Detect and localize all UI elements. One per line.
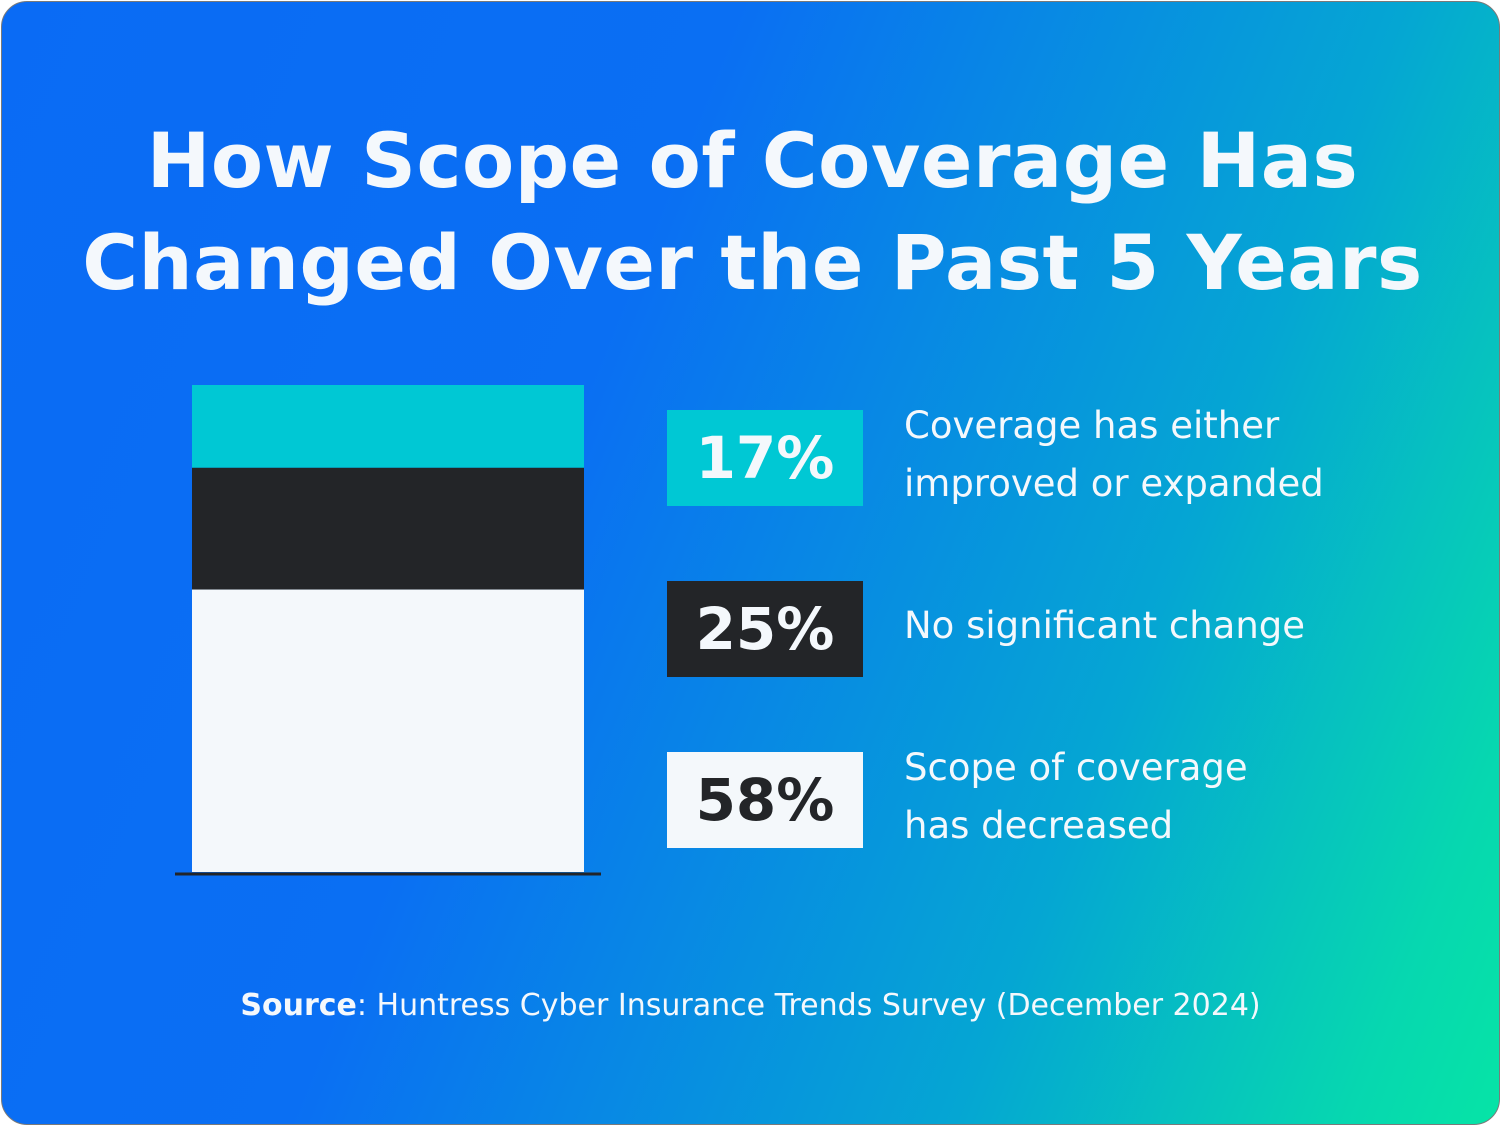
description-line: Coverage has either	[904, 404, 1280, 447]
title-line-1: How Scope of Coverage Has	[146, 116, 1359, 205]
chart-title: How Scope of Coverage Has Changed Over t…	[2, 110, 1499, 314]
segment-no-change	[192, 467, 584, 590]
segment-decreased	[192, 589, 584, 872]
source-text: : Huntress Cyber Insurance Trends Survey…	[356, 988, 1261, 1023]
description-line: Scope of coverage	[904, 746, 1248, 789]
title-line-2: Changed Over the Past 5 Years	[82, 218, 1423, 307]
segment-improved	[192, 385, 584, 468]
description-no-change: No significant change	[904, 597, 1305, 655]
description-improved: Coverage has either improved or expanded	[904, 397, 1324, 513]
description-line: has decreased	[904, 804, 1174, 847]
source-note: Source: Huntress Cyber Insurance Trends …	[0, 988, 1501, 1023]
value-label: 25%	[695, 595, 835, 663]
source-label: Source	[240, 988, 357, 1023]
value-box-no-change: 25%	[667, 581, 863, 677]
description-line: No significant change	[904, 604, 1306, 647]
value-box-decreased: 58%	[667, 752, 863, 848]
description-line: improved or expanded	[904, 462, 1324, 505]
value-label: 58%	[695, 766, 835, 834]
description-decreased: Scope of coverage has decreased	[904, 739, 1248, 855]
value-box-improved: 17%	[667, 410, 863, 506]
value-label: 17%	[695, 424, 835, 492]
